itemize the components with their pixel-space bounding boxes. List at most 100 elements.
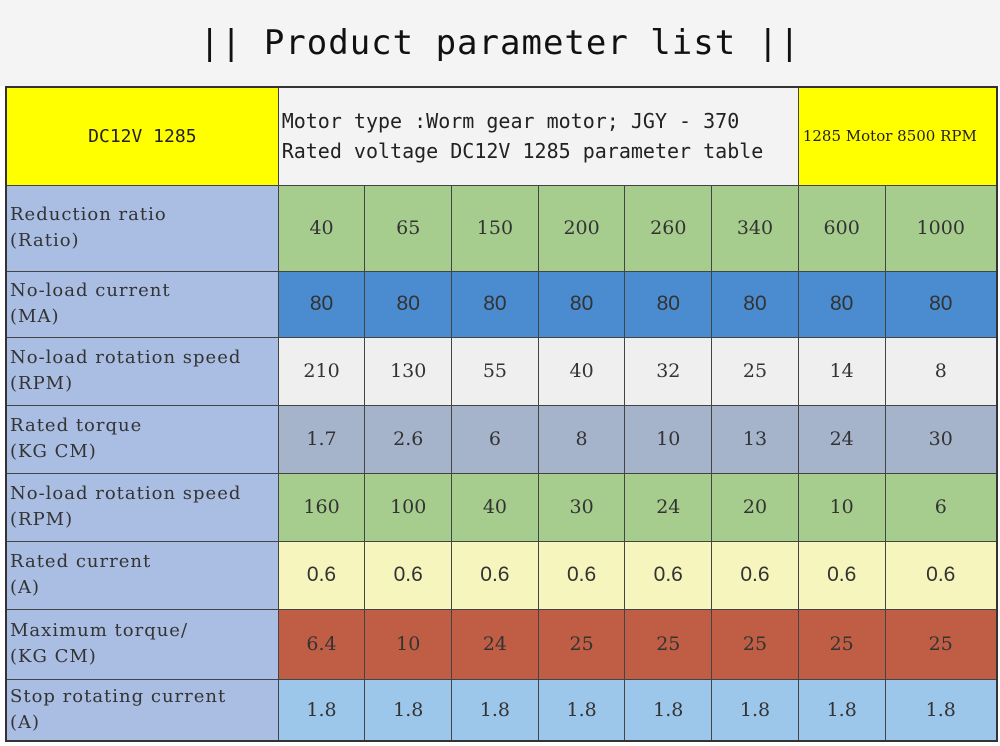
row-label-unit: (Ratio) xyxy=(10,230,80,251)
table-cell: 25 xyxy=(711,336,799,406)
row-label: Stop rotating current (A) xyxy=(5,678,279,742)
table-cell: 340 xyxy=(711,184,799,272)
table-cell: 25 xyxy=(711,608,799,680)
table-row-no-load-current: No-load current (MA) 80 80 80 80 80 80 8… xyxy=(5,270,998,338)
row-label-unit: (RPM) xyxy=(10,373,74,394)
row-label-name: Reduction ratio xyxy=(10,204,167,225)
table-cell: 1.8 xyxy=(451,678,539,742)
table-cell: 20 xyxy=(711,472,799,542)
table-cell: 6 xyxy=(451,404,539,474)
table-cell: 80 xyxy=(624,270,713,338)
table-cell: 1.8 xyxy=(711,678,799,742)
header-motor-speed-cell: 1285 Motor 8500 RPM xyxy=(797,86,998,186)
row-label-name: No-load current xyxy=(10,280,171,301)
row-label-name: Rated current xyxy=(10,551,152,572)
table-cell: 10 xyxy=(797,472,886,542)
header-rated-voltage: Rated voltage DC12V 1285 parameter table xyxy=(281,139,764,164)
table-cell: 0.6 xyxy=(364,540,453,610)
table-cell: 40 xyxy=(277,184,366,272)
row-label-unit: (A) xyxy=(10,711,41,733)
table-cell: 25 xyxy=(624,608,713,680)
row-label-unit: (KG CM) xyxy=(10,441,97,462)
table-cell: 65 xyxy=(364,184,453,272)
table-cell: 80 xyxy=(711,270,799,338)
table-row-no-load-speed-2: No-load rotation speed (RPM) 160 100 40 … xyxy=(5,472,998,542)
table-cell: 25 xyxy=(797,608,886,680)
row-label: Rated torque (KG CM) xyxy=(5,404,279,474)
table-cell: 0.6 xyxy=(797,540,886,610)
table-header-row: DC12V 1285 Motor type :Worm gear motor; … xyxy=(5,86,998,186)
table-cell: 40 xyxy=(537,336,626,406)
table-cell: 150 xyxy=(451,184,539,272)
table-cell: 80 xyxy=(451,270,539,338)
row-label-unit: (KG CM) xyxy=(10,646,97,667)
table-cell: 40 xyxy=(451,472,539,542)
table-cell: 80 xyxy=(277,270,366,338)
row-label: No-load rotation speed (RPM) xyxy=(5,336,279,406)
table-cell: 260 xyxy=(624,184,713,272)
table-cell: 30 xyxy=(537,472,626,542)
row-label-name: No-load rotation speed xyxy=(10,347,242,368)
row-label-unit: (RPM) xyxy=(10,509,74,530)
row-label: Maximum torque/ (KG CM) xyxy=(5,608,279,680)
parameter-table: DC12V 1285 Motor type :Worm gear motor; … xyxy=(5,86,998,742)
table-cell: 80 xyxy=(364,270,453,338)
table-cell: 1.8 xyxy=(277,678,366,742)
row-label: No-load rotation speed (RPM) xyxy=(5,472,279,542)
table-cell: 1000 xyxy=(884,184,998,272)
table-row-maximum-torque: Maximum torque/ (KG CM) 6.4 10 24 25 25 … xyxy=(5,608,998,680)
table-cell: 0.6 xyxy=(884,540,998,610)
table-cell: 55 xyxy=(451,336,539,406)
table-cell: 80 xyxy=(537,270,626,338)
table-row-rated-torque: Rated torque (KG CM) 1.7 2.6 6 8 10 13 2… xyxy=(5,404,998,474)
header-description-cell: Motor type :Worm gear motor; JGY - 370 R… xyxy=(277,86,799,186)
table-cell: 25 xyxy=(537,608,626,680)
row-label: Rated current (A) xyxy=(5,540,279,610)
table-cell: 600 xyxy=(797,184,886,272)
table-cell: 100 xyxy=(364,472,453,542)
table-cell: 13 xyxy=(711,404,799,474)
table-cell: 160 xyxy=(277,472,366,542)
table-cell: 24 xyxy=(451,608,539,680)
table-cell: 30 xyxy=(884,404,998,474)
table-cell: 24 xyxy=(797,404,886,474)
row-label-unit: (MA) xyxy=(10,306,60,327)
table-cell: 0.6 xyxy=(537,540,626,610)
table-cell: 10 xyxy=(624,404,713,474)
table-cell: 1.8 xyxy=(537,678,626,742)
table-cell: 210 xyxy=(277,336,366,406)
row-label-unit: (A) xyxy=(10,577,41,598)
table-cell: 1.8 xyxy=(624,678,713,742)
table-cell: 0.6 xyxy=(277,540,366,610)
page-title: || Product parameter list || xyxy=(0,0,1000,86)
table-cell: 1.7 xyxy=(277,404,366,474)
table-cell: 1.8 xyxy=(884,678,998,742)
row-label: No-load current (MA) xyxy=(5,270,279,338)
table-row-rated-current: Rated current (A) 0.6 0.6 0.6 0.6 0.6 0.… xyxy=(5,540,998,610)
table-cell: 2.6 xyxy=(364,404,453,474)
row-label-name: Rated torque xyxy=(10,415,143,436)
table-row-no-load-speed-1: No-load rotation speed (RPM) 210 130 55 … xyxy=(5,336,998,406)
row-label-name: No-load rotation speed xyxy=(10,483,242,504)
table-cell: 1.8 xyxy=(797,678,886,742)
table-cell: 24 xyxy=(624,472,713,542)
table-row-reduction-ratio: Reduction ratio (Ratio) 40 65 150 200 26… xyxy=(5,184,998,272)
row-label-name: Stop rotating current xyxy=(10,685,227,707)
table-cell: 6.4 xyxy=(277,608,366,680)
row-label-name: Maximum torque/ xyxy=(10,620,189,641)
table-cell: 14 xyxy=(797,336,886,406)
table-cell: 6 xyxy=(884,472,998,542)
table-cell: 8 xyxy=(884,336,998,406)
row-label: Reduction ratio (Ratio) xyxy=(5,184,279,272)
header-motor-type: Motor type :Worm gear motor; JGY - 370 xyxy=(281,109,740,134)
table-cell: 25 xyxy=(884,608,998,680)
header-model-cell: DC12V 1285 xyxy=(5,86,279,186)
table-cell: 32 xyxy=(624,336,713,406)
table-cell: 0.6 xyxy=(711,540,799,610)
table-cell: 0.6 xyxy=(624,540,713,610)
table-row-stop-rotating-current: Stop rotating current (A) 1.8 1.8 1.8 1.… xyxy=(5,678,998,742)
table-cell: 130 xyxy=(364,336,453,406)
table-cell: 10 xyxy=(364,608,453,680)
table-cell: 200 xyxy=(537,184,626,272)
table-cell: 1.8 xyxy=(364,678,453,742)
